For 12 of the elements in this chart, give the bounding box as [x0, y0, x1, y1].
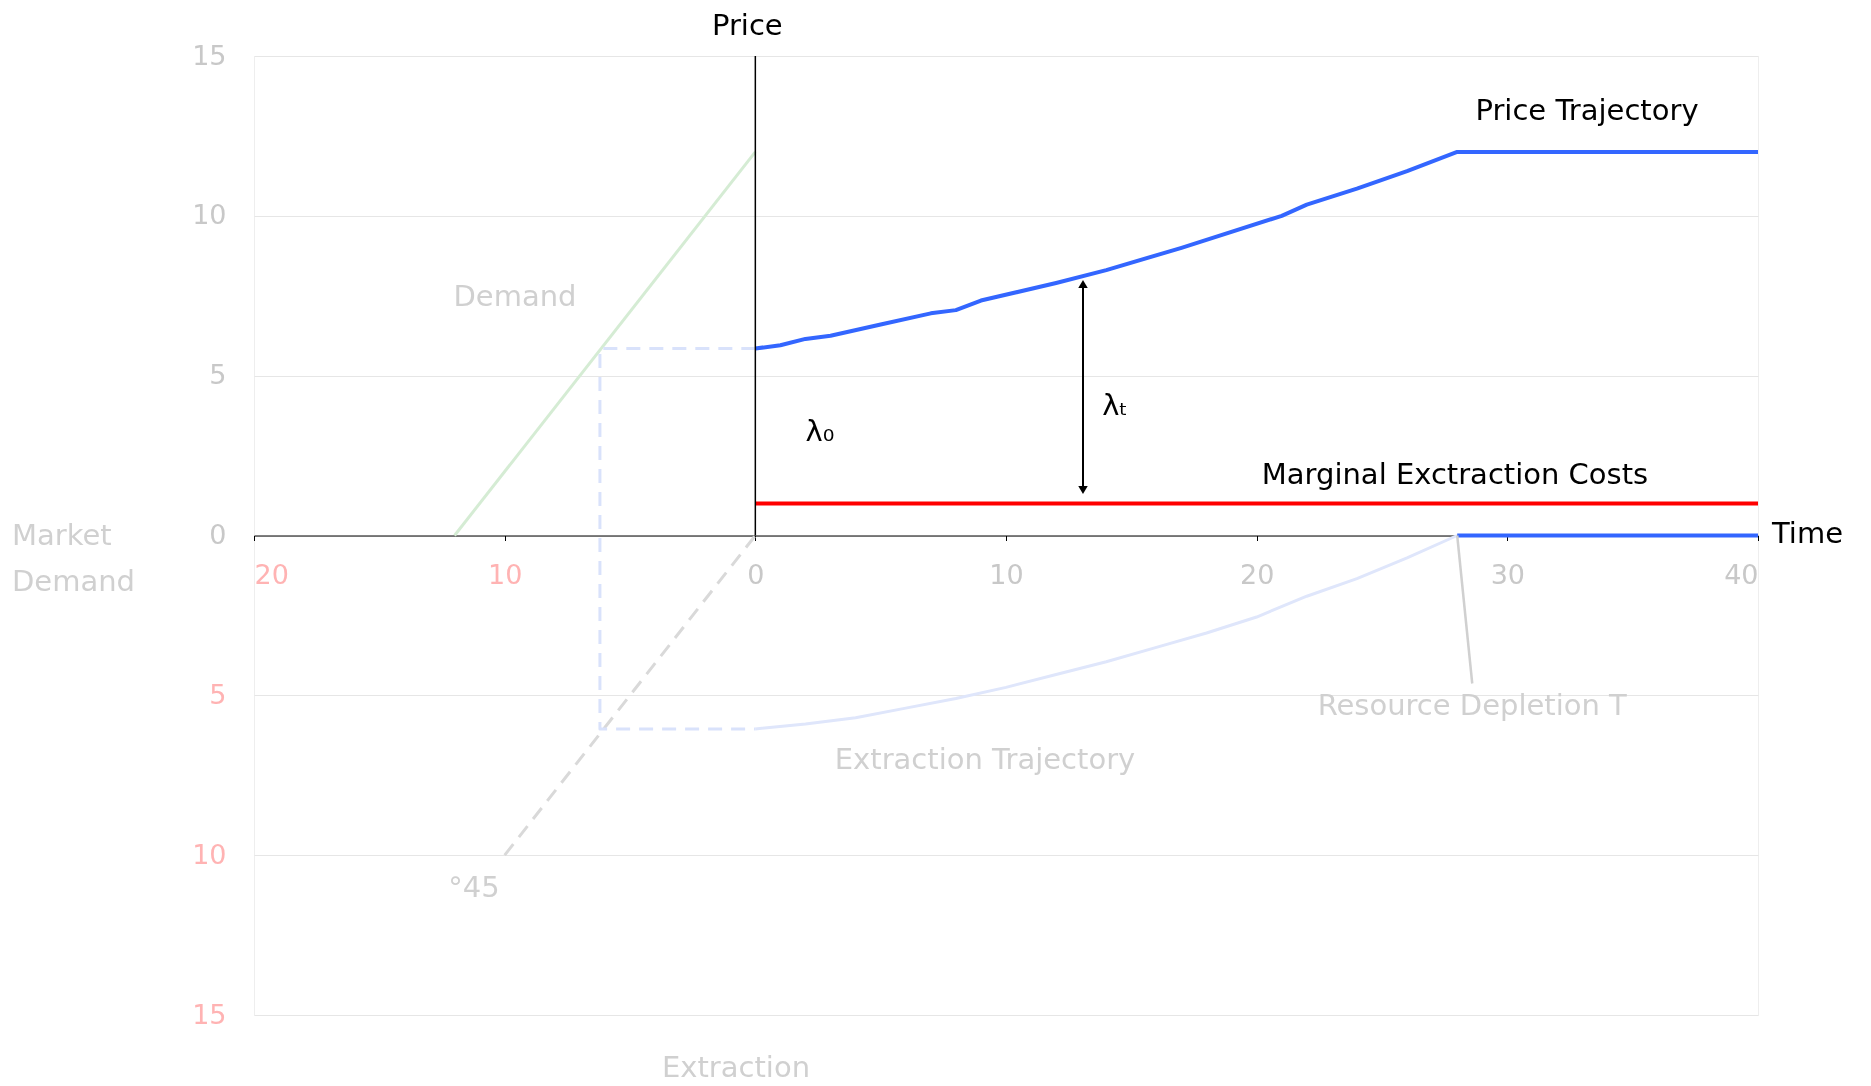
y-tick-label: 15	[192, 998, 227, 1030]
line-series	[753, 149, 1760, 351]
annotation: Marginal Exctraction Costs	[1261, 457, 1649, 491]
x-axis-title: Time	[1771, 515, 1843, 550]
x-tick-label: 10	[487, 559, 523, 590]
y-tick-label: 10	[192, 838, 227, 870]
annotation: Price Trajectory	[1475, 93, 1699, 127]
annotation: λₜ	[1102, 388, 1128, 422]
y-axis-title: Price	[711, 8, 783, 42]
y-tick-label: 5	[209, 678, 227, 710]
annotation: λ₀	[805, 414, 835, 448]
x-tick-label: 20	[254, 559, 289, 590]
